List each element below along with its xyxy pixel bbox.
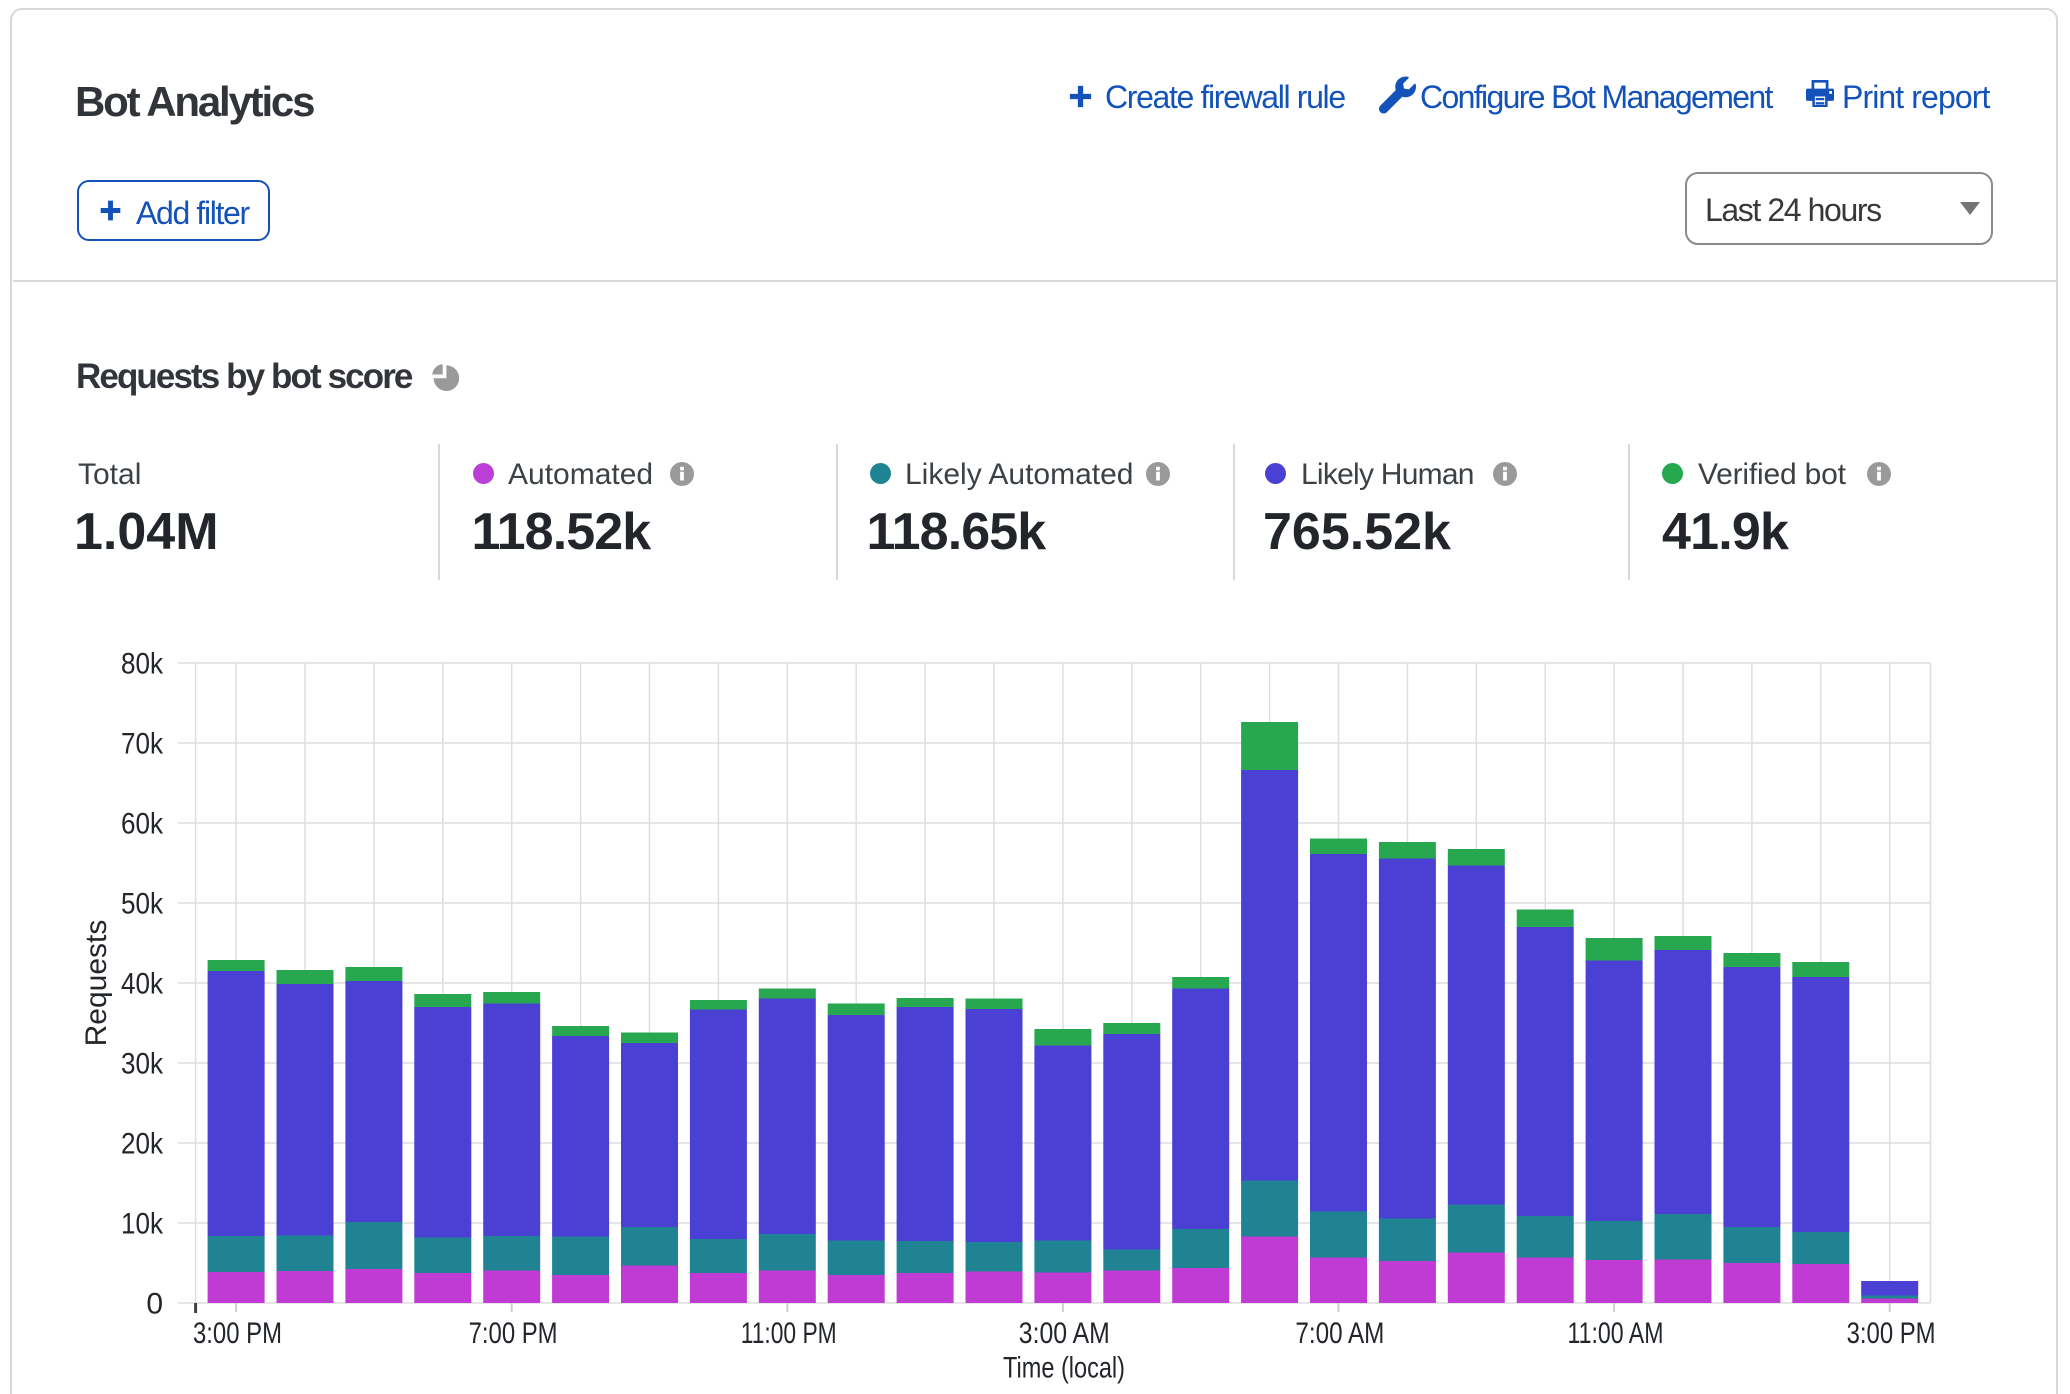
svg-text:3:00 AM: 3:00 AM xyxy=(1019,1317,1110,1350)
svg-text:Requests: Requests xyxy=(80,920,113,1047)
svg-text:7:00 AM: 7:00 AM xyxy=(1295,1317,1384,1350)
svg-text:7:00 PM: 7:00 PM xyxy=(469,1317,558,1350)
svg-text:20k: 20k xyxy=(121,1128,164,1161)
svg-text:11:00 PM: 11:00 PM xyxy=(741,1317,837,1350)
svg-text:Time (local): Time (local) xyxy=(1003,1352,1125,1385)
svg-text:70k: 70k xyxy=(121,728,164,761)
svg-text:80k: 80k xyxy=(121,648,164,681)
svg-text:30k: 30k xyxy=(121,1048,164,1081)
svg-text:0: 0 xyxy=(146,1288,163,1321)
svg-text:40k: 40k xyxy=(121,968,164,1001)
svg-text:3:00 PM: 3:00 PM xyxy=(193,1317,282,1350)
svg-text:60k: 60k xyxy=(121,808,164,841)
svg-text:3:00 PM: 3:00 PM xyxy=(1847,1317,1936,1350)
svg-text:10k: 10k xyxy=(121,1208,164,1241)
svg-text:11:00 AM: 11:00 AM xyxy=(1568,1317,1664,1350)
svg-text:50k: 50k xyxy=(121,888,164,921)
